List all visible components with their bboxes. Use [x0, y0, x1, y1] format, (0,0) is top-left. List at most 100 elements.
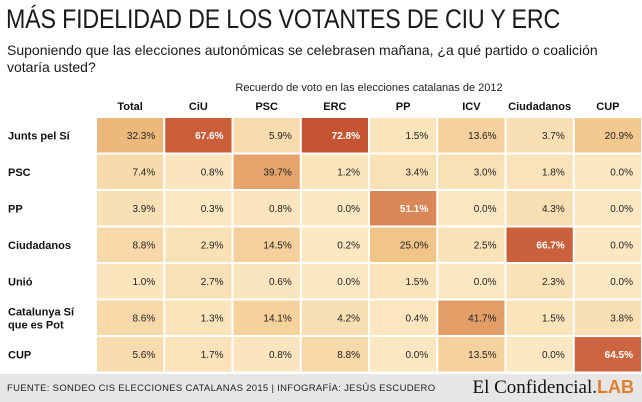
cell-value-label: 66.7%	[536, 240, 564, 251]
brand-lab: LAB	[597, 377, 634, 397]
column-header-psc: PSC	[255, 101, 278, 113]
heatmap-cell	[233, 300, 300, 335]
heatmap-cell	[574, 300, 641, 335]
brand-main: El Confidencial.	[472, 377, 597, 398]
heatmap-cell	[438, 154, 505, 189]
cell-value-label: 3.9%	[132, 204, 155, 215]
heatmap-cell	[370, 118, 437, 153]
heatmap-cell	[370, 300, 437, 335]
cell-value-label: 2.5%	[474, 240, 497, 251]
heatmap-cell	[301, 300, 368, 335]
heatmap-cell	[574, 227, 641, 262]
heatmap-cell	[233, 227, 300, 262]
heatmap-cell	[165, 337, 232, 372]
cell-value-label: 5.6%	[132, 350, 155, 361]
row-label-pp: PP	[8, 203, 23, 215]
heatmap-cell	[370, 227, 437, 262]
heatmap-cell	[370, 191, 437, 226]
cell-value-label: 4.3%	[542, 204, 565, 215]
heatmap-cell	[97, 227, 164, 262]
cell-value-label: 0.2%	[337, 240, 360, 251]
cell-value-label: 0.0%	[337, 277, 360, 288]
cell-value-label: 0.0%	[405, 350, 428, 361]
cell-value-label: 39.7%	[263, 167, 291, 178]
chart-title: MÁS FIDELIDAD DE LOS VOTANTES DE CIU Y E…	[6, 4, 561, 34]
cell-value-label: 0.3%	[201, 204, 224, 215]
row-label-junts-pel-si: Junts pel Sí	[8, 130, 71, 142]
heatmap: Total CiU PSC ERC PP ICV Ciudadanos CUP Junts pe…	[8, 101, 641, 372]
cell-value-label: 51.1%	[400, 204, 428, 215]
cell-value-label: 5.9%	[269, 131, 292, 142]
heatmap-cell	[574, 191, 641, 226]
heatmap-cell	[438, 337, 505, 372]
cell-value-label: 0.0%	[610, 240, 633, 251]
heatmap-cell	[574, 118, 641, 153]
cell-value-label: 0.0%	[610, 277, 633, 288]
cell-value-label: 7.4%	[132, 167, 155, 178]
heatmap-cell	[97, 300, 164, 335]
cell-value-label: 0.8%	[269, 350, 292, 361]
heatmap-cell	[97, 191, 164, 226]
cell-value-label: 1.8%	[542, 167, 565, 178]
heatmap-cell	[574, 154, 641, 189]
cell-value-label: 1.5%	[405, 131, 428, 142]
cell-value-label: 0.8%	[269, 204, 292, 215]
cell-value-label: 2.9%	[201, 240, 224, 251]
cell-value-label: 0.0%	[474, 204, 497, 215]
footer: FUENTE: SONDEO CIS ELECCIONES CATALANAS …	[0, 374, 642, 402]
cell-value-label: 2.7%	[201, 277, 224, 288]
heatmap-cell	[165, 227, 232, 262]
cell-value-label: 1.5%	[542, 313, 565, 324]
cell-value-label: 32.3%	[127, 131, 155, 142]
column-header-ciu: CiU	[189, 101, 208, 113]
cell-value-label: 14.1%	[263, 313, 291, 324]
cell-value-label: 14.5%	[263, 240, 291, 251]
row-label-psc: PSC	[8, 167, 31, 179]
heatmap-cell	[233, 118, 300, 153]
heatmap-cell	[506, 227, 573, 262]
heatmap-cell	[438, 118, 505, 153]
column-header-pp: PP	[396, 101, 411, 113]
column-header-total: Total	[117, 101, 142, 113]
heatmap-cell	[506, 300, 573, 335]
heatmap-cell	[574, 264, 641, 299]
heatmap-cell	[233, 264, 300, 299]
heatmap-cell	[233, 191, 300, 226]
cell-value-label: 0.0%	[542, 350, 565, 361]
row-label-unio: Unió	[8, 276, 33, 288]
cell-value-label: 4.2%	[337, 313, 360, 324]
heatmap-cell	[438, 191, 505, 226]
cell-value-label: 1.2%	[337, 167, 360, 178]
cell-value-label: 67.6%	[195, 131, 223, 142]
column-header-erc: ERC	[323, 101, 346, 113]
heatmap-cell	[574, 337, 641, 372]
cell-value-label: 13.5%	[468, 350, 496, 361]
heatmap-cell	[233, 154, 300, 189]
cell-value-label: 1.7%	[201, 350, 224, 361]
cell-value-label: 3.0%	[474, 167, 497, 178]
heatmap-cell	[233, 337, 300, 372]
row-label-cup: CUP	[8, 349, 31, 361]
cell-value-label: 0.0%	[610, 167, 633, 178]
heatmap-cell	[370, 264, 437, 299]
brand-logo: El Confidencial.LAB	[472, 377, 634, 399]
source-credit: FUENTE: SONDEO CIS ELECCIONES CATALANAS …	[7, 383, 436, 394]
heatmap-cell	[506, 337, 573, 372]
cell-value-label: 0.0%	[474, 277, 497, 288]
cell-value-label: 20.9%	[605, 131, 633, 142]
cell-value-label: 3.7%	[542, 131, 565, 142]
heatmap-cell	[97, 337, 164, 372]
cell-value-label: 2.3%	[542, 277, 565, 288]
cell-value-label: 0.8%	[201, 167, 224, 178]
heatmap-cell	[438, 227, 505, 262]
heatmap-cell	[97, 118, 164, 153]
column-header-ciudadanos: Ciudadanos	[508, 101, 571, 113]
cell-value-label: 0.0%	[337, 204, 360, 215]
cell-value-label: 13.6%	[468, 131, 496, 142]
cell-value-label: 1.0%	[132, 277, 155, 288]
chart-subtitle: Suponiendo que las elecciones autonómica…	[7, 42, 598, 75]
heatmap-cell	[506, 264, 573, 299]
cell-value-label: 1.5%	[405, 277, 428, 288]
chart-caption: Recuerdo de voto en las elecciones catal…	[235, 82, 503, 94]
heatmap-cell	[97, 264, 164, 299]
